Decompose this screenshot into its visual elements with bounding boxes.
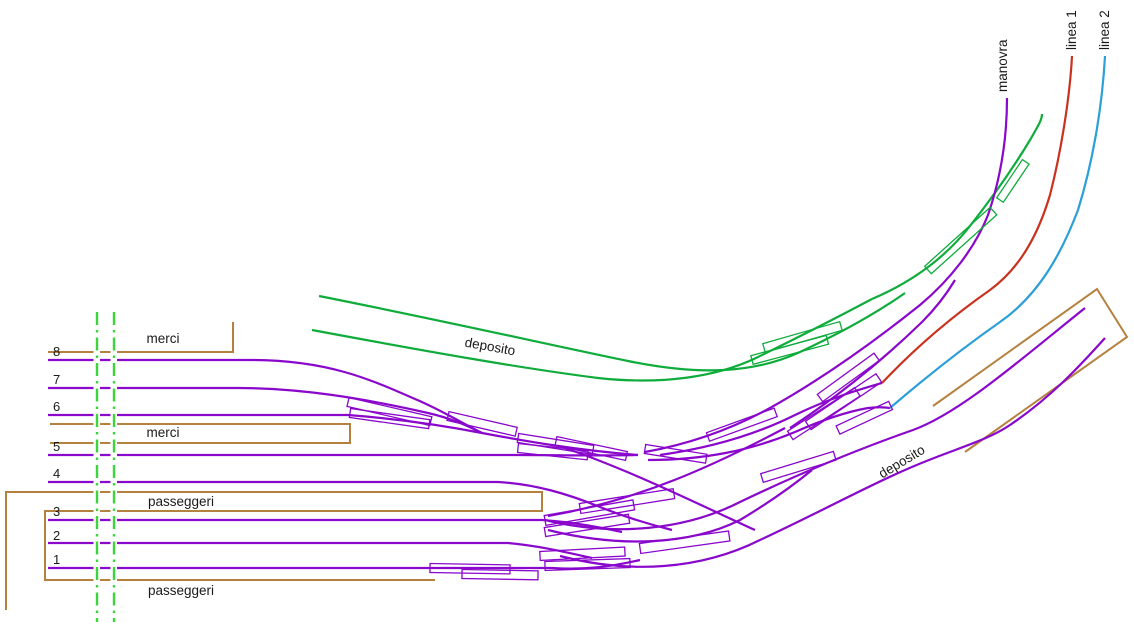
deposito-siding-track-upper: [544, 307, 1086, 531]
switch-symbol: [346, 396, 433, 427]
track-3: [48, 518, 623, 534]
track-number-3: 3: [53, 504, 60, 519]
label-linea-2: linea 2: [1097, 10, 1112, 50]
switch-symbol: [461, 568, 539, 581]
switch-symbol: [759, 450, 837, 484]
switch-symbol: [543, 513, 631, 538]
switch-symbol: [429, 562, 511, 575]
switch-symbol: [995, 158, 1030, 204]
switch-symbol: [786, 386, 861, 441]
track-number-2: 2: [53, 528, 60, 543]
switch-symbol: [554, 435, 629, 462]
label-deposito-loop: deposito: [464, 335, 517, 359]
switch-symbol: [705, 407, 779, 443]
switch-symbol: [578, 487, 676, 515]
switch-symbol: [539, 546, 626, 562]
switch-symbol: [761, 320, 843, 354]
track-2: [48, 541, 593, 560]
switch-symbol: [816, 352, 881, 403]
track-8: [48, 358, 483, 434]
switch-symbol: [446, 410, 518, 437]
label-passeggeri-bottom: passeggeri: [148, 583, 214, 598]
switch-symbol: [348, 407, 431, 430]
switch-symbol: [835, 400, 894, 435]
switch-symbol: [544, 557, 631, 572]
depot-loop-track-upper: [318, 292, 906, 372]
platform-merci-middle: [50, 423, 351, 444]
depot-loop-track-lower: [311, 298, 873, 382]
turnout-symbols-green: [750, 158, 1030, 366]
track-number-1: 1: [53, 552, 60, 567]
level-crossing-lines: [95, 312, 116, 622]
switch-symbol: [804, 372, 883, 431]
track-number-8: 8: [53, 344, 60, 359]
switch-symbol: [923, 206, 998, 275]
linea2-track: [889, 55, 1107, 409]
linea1-track: [881, 55, 1074, 384]
track-number-5: 5: [53, 439, 60, 454]
turnout-symbols-purple: [346, 352, 894, 581]
label-merci-top: merci: [147, 331, 180, 346]
label-passeggeri-top: passeggeri: [148, 494, 214, 509]
platform-passeggeri: [5, 491, 543, 610]
platform-outlines: [5, 287, 1129, 610]
ladder-merge-upper: [481, 431, 639, 457]
trunk-strand-to-depot-loop: [789, 279, 956, 429]
label-merci-middle: merci: [147, 425, 180, 440]
platform-merci-top: [48, 322, 234, 353]
label-linea-1: linea 1: [1064, 10, 1079, 50]
switch-symbol: [750, 334, 830, 366]
switch-symbol: [638, 530, 731, 555]
track-number-6: 6: [53, 399, 60, 414]
switch-symbol: [516, 442, 589, 461]
track-number-7: 7: [53, 372, 60, 387]
platform-deposito-sidings: [932, 287, 1129, 453]
depot-loop-exit-track: [871, 113, 1044, 301]
switch-symbol: [643, 443, 708, 464]
deposito-siding-track-lower: [559, 337, 1106, 568]
manovra-track: [644, 97, 1009, 454]
label-deposito-sidings: deposito: [876, 442, 927, 481]
depot-loop-tracks: [311, 113, 1044, 382]
track-number-4: 4: [53, 466, 60, 481]
label-manovra: manovra: [995, 39, 1010, 92]
deposito-approach-merge: [547, 469, 813, 543]
